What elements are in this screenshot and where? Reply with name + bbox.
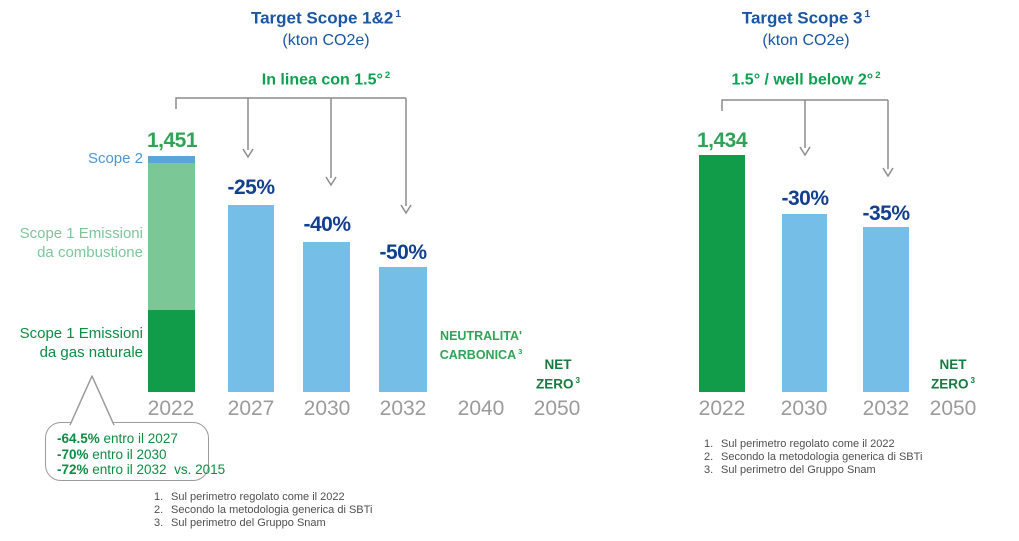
axis-label-2022: 2022 [147, 397, 195, 420]
bar-2022-stacked [148, 156, 195, 392]
footnote-item: 1. Sul perimetro regolato come il 2022 [704, 438, 895, 450]
milestone-net-zero-line1: NET [939, 357, 967, 372]
legend-scope2-label: Scope 2 [87, 150, 143, 167]
axis-label-2030: 2030 [303, 397, 351, 420]
footnote-ref-3: 3 [970, 376, 976, 385]
axis-label-2027: 2027 [227, 397, 275, 420]
pct-label-2032: -35% [862, 202, 910, 225]
bracket-left [175, 97, 406, 109]
callout-line-2030: -70% entro il 2030 [57, 446, 167, 462]
footnote-item: 3. Sul perimetro del Gruppo Snam [154, 517, 326, 529]
bar-2032 [863, 227, 909, 392]
chart-title-text: Target Scope 1&2 [250, 8, 394, 28]
reduction-targets-callout: -64.5% entro il 2027 -70% entro il 2030 … [45, 422, 226, 481]
legend-gas-line2: da gas naturale [39, 344, 143, 361]
milestone-net-zero-line2: ZERO 3 [930, 376, 976, 392]
footnote-ref-3: 3 [518, 347, 523, 356]
segment-scope2 [148, 156, 195, 163]
footnote-ref-3: 3 [575, 376, 581, 385]
callout-line-2032: -72% entro il 2032 vs. 2015 [57, 462, 226, 477]
footnotes-right: 1. Sul perimetro regolato come il 2022 2.… [704, 438, 922, 477]
chart-title-text: Target Scope 3 [741, 8, 863, 28]
legend-combustione-line2: da combustione [37, 244, 143, 261]
bar-2032 [379, 267, 427, 392]
callout-pointer [69, 375, 115, 426]
pct-label-2030: -40% [303, 213, 351, 236]
pct-label-2030: -30% [781, 187, 829, 210]
milestone-net-zero-line1: NET [544, 357, 572, 372]
value-label-2022: 1,434 [696, 129, 748, 152]
axis-label-2030: 2030 [780, 397, 828, 420]
legend-scope1-combustione-label: Scope 1 Emissioni da combustione [10, 224, 143, 262]
legend-combustione-line1: Scope 1 Emissioni [19, 225, 143, 242]
chart-tagline: 1.5° / well below 2° 2 [646, 66, 966, 90]
segment-scope1-combustione [148, 163, 195, 310]
footnote-ref-1: 1 [864, 9, 871, 20]
legend-scope1-gas-naturale-label: Scope 1 Emissioni da gas naturale [10, 324, 143, 362]
bar-2030 [303, 242, 350, 392]
arrow-head-2030-icon [325, 176, 337, 187]
arrow-head-2032-icon [400, 204, 412, 215]
axis-label-2032: 2032 [862, 397, 910, 420]
footnote-ref-2: 2 [875, 69, 881, 81]
milestone-carbon-neutrality-line2: CARBONICA 3 [439, 347, 523, 363]
footnote-ref-2: 2 [384, 69, 391, 81]
axis-label-2040: 2040 [457, 397, 505, 420]
chart-unit: (kton CO2e) [282, 31, 370, 49]
legend-gas-line1: Scope 1 Emissioni [19, 325, 143, 342]
bar-2030 [782, 214, 827, 392]
chart-tagline-text: In linea con 1.5° [261, 70, 383, 88]
footnote-item: 3. Sul perimetro del Gruppo Snam [704, 464, 876, 476]
pct-label-2032: -50% [379, 241, 427, 264]
footnote-item: 1. Sul perimetro regolato come il 2022 [154, 491, 345, 503]
bar-2022 [699, 155, 745, 392]
milestone-carbon-neutrality: NEUTRALITA' CARBONICA 3 [431, 329, 531, 363]
chart-unit: (kton CO2e) [762, 31, 850, 49]
axis-label-2032: 2032 [379, 397, 427, 420]
axis-label-2050: 2050 [929, 397, 977, 420]
milestone-carbon-neutrality-line1: NEUTRALITA' [440, 329, 522, 343]
chart-tagline: In linea con 1.5° 2 [166, 66, 486, 90]
value-label-2022: 1,451 [146, 129, 198, 152]
chart-title: Target Scope 1&2 1 [166, 4, 486, 29]
chart-header-scope-1-2: Target Scope 1&2 1 (kton CO2e) In linea c… [166, 4, 486, 90]
bracket-right [721, 99, 888, 111]
pct-label-2027: -25% [227, 176, 275, 199]
arrow-head-2032-right-icon [882, 167, 894, 178]
footnote-item: 2. Secondo la metodologia generica di SBT… [704, 451, 923, 463]
arrow-head-2027-icon [242, 148, 254, 159]
chart-tagline-text: 1.5° / well below 2° [731, 70, 874, 88]
milestone-net-zero: NET ZERO 3 [527, 357, 589, 393]
bar-2027 [228, 205, 274, 392]
footnote-item: 2. Secondo la metodologia generica di SBT… [154, 504, 373, 516]
footnotes-left: 1. Sul perimetro regolato come il 2022 2.… [154, 491, 372, 530]
milestone-net-zero: NET ZERO 3 [922, 357, 984, 393]
segment-scope1-gas-naturale [148, 310, 195, 392]
axis-label-2022: 2022 [698, 397, 746, 420]
callout-line-2027: -64.5% entro il 2027 [57, 431, 178, 446]
footnote-ref-1: 1 [395, 9, 401, 20]
arrow-head-2030-right-icon [799, 146, 811, 157]
milestone-net-zero-line2: ZERO 3 [535, 376, 581, 392]
axis-label-2050: 2050 [533, 397, 581, 420]
